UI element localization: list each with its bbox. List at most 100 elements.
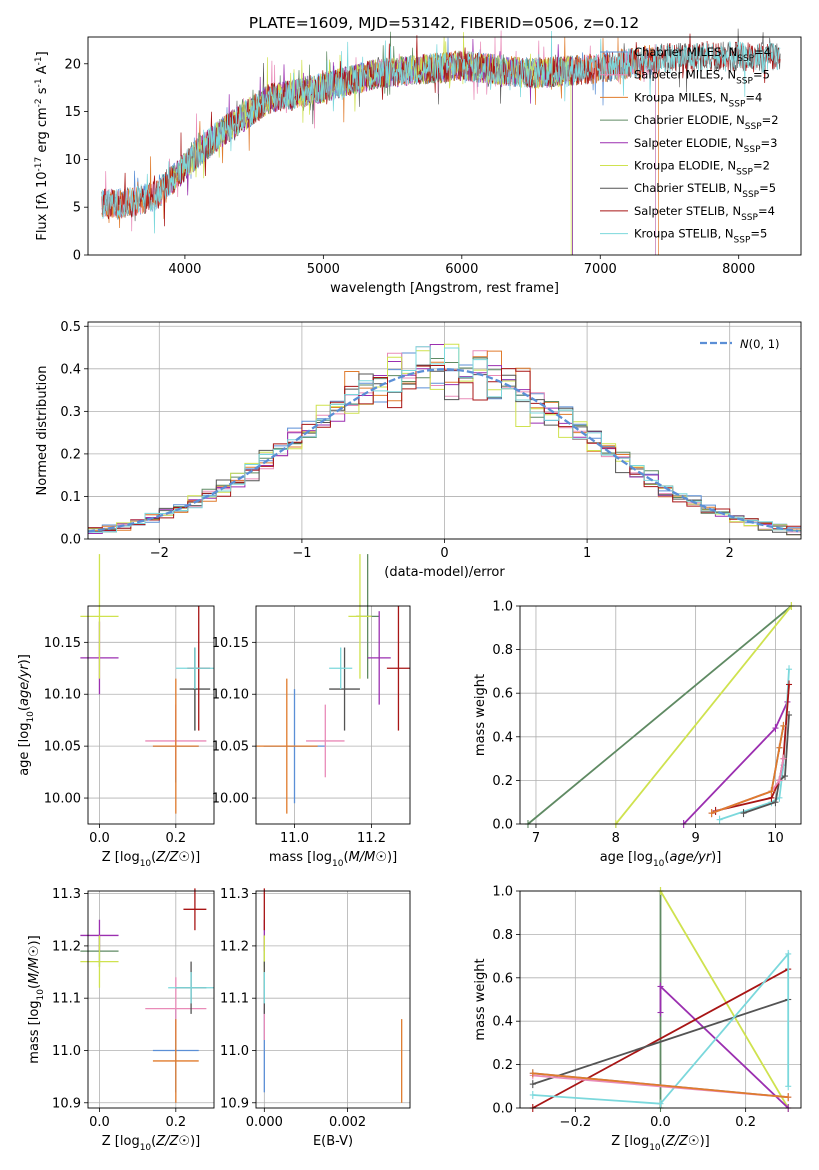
label-part: Kroupa ELODIE, N — [634, 159, 736, 173]
legend-entry-salpeter-elodie: Salpeter ELODIE, NSSP=3 — [634, 136, 777, 155]
weight-marker-kroupa-stelib — [786, 665, 793, 674]
y-tick-label: 0.6 — [492, 971, 513, 986]
weight-marker-kroupa-miles — [776, 743, 783, 752]
label-part: ( — [664, 850, 669, 865]
label-part: )] — [387, 850, 397, 865]
weight-line-kroupa-elodie — [615, 605, 793, 825]
x-axis-label: wavelength [Angstrom, rest frame] — [330, 281, 559, 296]
y-tick-label: 11.1 — [220, 992, 249, 1007]
x-tick-label: 0.2 — [165, 1115, 186, 1130]
y-axis-label: Normed distribution — [35, 366, 50, 496]
label-part: =2 — [753, 159, 770, 173]
label-part: Salpeter MILES, N — [634, 68, 736, 82]
weight-marker-chabrier-stelib — [740, 809, 747, 818]
x-tick-label: 11.2 — [357, 831, 386, 846]
label-part: )] — [711, 850, 721, 865]
label-part: M/M☉ — [349, 850, 387, 865]
label-part: mass weight — [473, 958, 488, 1040]
panel-mass-vs-ebv: 0.000 0.002 10.9 11.0 11.1 11.2 11.3 E(B-V) — [220, 887, 411, 1149]
label-part: Z/Z☉ — [155, 1134, 190, 1149]
panel-weight-vs-Z: −0.2 0.0 0.2 0.0 0.2 0.4 0.6 0.8 1.0 Z [log10(Z/Z… — [473, 885, 802, 1153]
y-tick-label: 11.0 — [52, 1044, 81, 1059]
errorbar-chabrier-stelib — [329, 647, 360, 731]
label-part: Z [ — [102, 1134, 120, 1149]
legend-entry-kroupa-miles: Kroupa MILES, NSSP=4 — [634, 90, 762, 109]
axes-frame — [87, 605, 215, 825]
label-part: 10 — [332, 859, 344, 869]
weight-line-kroupa-elodie — [659, 890, 789, 1109]
label-part: age [ — [17, 742, 32, 775]
label-part: )] — [190, 850, 200, 865]
label-part: SSP — [729, 99, 746, 109]
label-part: 10 — [653, 859, 665, 869]
label-part: Z/Z☉ — [155, 850, 190, 865]
y-tick-label: 0.4 — [492, 1015, 513, 1030]
y-tick-label: 5 — [73, 201, 81, 216]
plot-area — [101, 28, 781, 256]
weight-marker-salpeter-miles — [776, 776, 783, 785]
weight-marker-salpeter-elodie — [772, 724, 779, 733]
errorbar-kroupa-stelib — [329, 647, 353, 690]
axes-frame — [255, 890, 411, 1109]
x-tick-label: 0 — [440, 546, 448, 561]
x-tick-label: 11.0 — [280, 831, 309, 846]
normal-curve — [87, 368, 799, 533]
label-part: Chabrier STELIB, N — [634, 181, 742, 195]
x-tick-label: 8000 — [722, 262, 755, 277]
errorbar-kroupa-miles — [152, 1019, 199, 1103]
legend-entry-kroupa-stelib: Kroupa STELIB, NSSP=5 — [634, 227, 767, 246]
y-tick-label: 10.05 — [212, 740, 249, 755]
label-part: 10 — [140, 1143, 152, 1153]
y-tick-label: 10.10 — [44, 688, 81, 703]
x-tick-label: 0.2 — [735, 1115, 756, 1130]
label-part: log — [17, 723, 32, 743]
errorbar-kroupa-elodie — [348, 554, 372, 679]
weight-line-salpeter-stelib — [532, 968, 789, 1109]
x-axis-label: Z [log10(Z/Z☉)] — [611, 1134, 710, 1153]
label-part: Z [ — [611, 1134, 629, 1149]
legend-entry-salpeter-miles: Salpeter MILES, NSSP=5 — [634, 68, 770, 87]
label-part: SSP — [737, 54, 754, 64]
weight-marker-kroupa-stelib — [529, 1090, 536, 1099]
residual-legend: N(0, 1) — [700, 337, 780, 351]
axes-frame — [255, 605, 411, 825]
label-part: Normed distribution — [35, 366, 50, 496]
label-part: age/yr — [17, 663, 32, 706]
errorbar-salpeter-miles — [306, 704, 345, 778]
panel-age-vs-mass: 11.0 11.2 10.00 10.05 10.10 10.15 mass [log10(… — [212, 554, 411, 869]
errorbar-salpeter-stelib — [183, 888, 207, 931]
label-part: Flux [f — [35, 199, 50, 240]
x-tick-label: 5000 — [307, 262, 340, 277]
label-part: -2 — [34, 98, 44, 107]
label-part: wavelength [Angstrom, rest frame] — [330, 281, 559, 296]
y-tick-label: 10.00 — [44, 792, 81, 807]
plot-area — [524, 602, 795, 828]
weight-marker-kroupa-miles — [785, 1093, 792, 1102]
label-part: λ 10 — [35, 171, 50, 199]
axes-frame — [519, 605, 802, 825]
weight-marker-kroupa-stelib — [657, 1099, 664, 1108]
plot-area — [80, 554, 214, 814]
label-part: 10 — [36, 989, 46, 1001]
x-tick-label: 4000 — [168, 262, 201, 277]
label-part: log — [633, 850, 653, 865]
x-tick-label: 1 — [583, 546, 591, 561]
label-part: Salpeter STELIB, N — [634, 204, 741, 218]
errorbar-salpeter-stelib — [386, 606, 410, 731]
label-part: SSP — [742, 190, 759, 200]
y-tick-label: 0.0 — [60, 533, 81, 548]
label-part: mass [ — [27, 1020, 42, 1063]
label-part: =2 — [762, 113, 779, 127]
label-part: 10 — [649, 1143, 661, 1153]
label-part: -1 — [34, 56, 44, 65]
y-tick-label: 10.00 — [212, 792, 249, 807]
y-tick-label: 11.3 — [52, 887, 81, 902]
weight-marker-kroupa-stelib — [785, 949, 792, 958]
y-tick-label: 0.8 — [492, 928, 513, 943]
legend-entry-chabrier-stelib: Chabrier STELIB, NSSP=5 — [634, 181, 776, 200]
x-axis-label: age [log10(age/yr)] — [600, 850, 722, 869]
errorbar-kroupa-stelib — [168, 972, 214, 1004]
label-part: Kroupa STELIB, N — [634, 227, 734, 241]
label-part: Chabrier MILES, N — [634, 45, 737, 59]
y-axis-label: Flux [fλ 10-17 erg cm-2 s-1 A-1] — [34, 51, 50, 240]
